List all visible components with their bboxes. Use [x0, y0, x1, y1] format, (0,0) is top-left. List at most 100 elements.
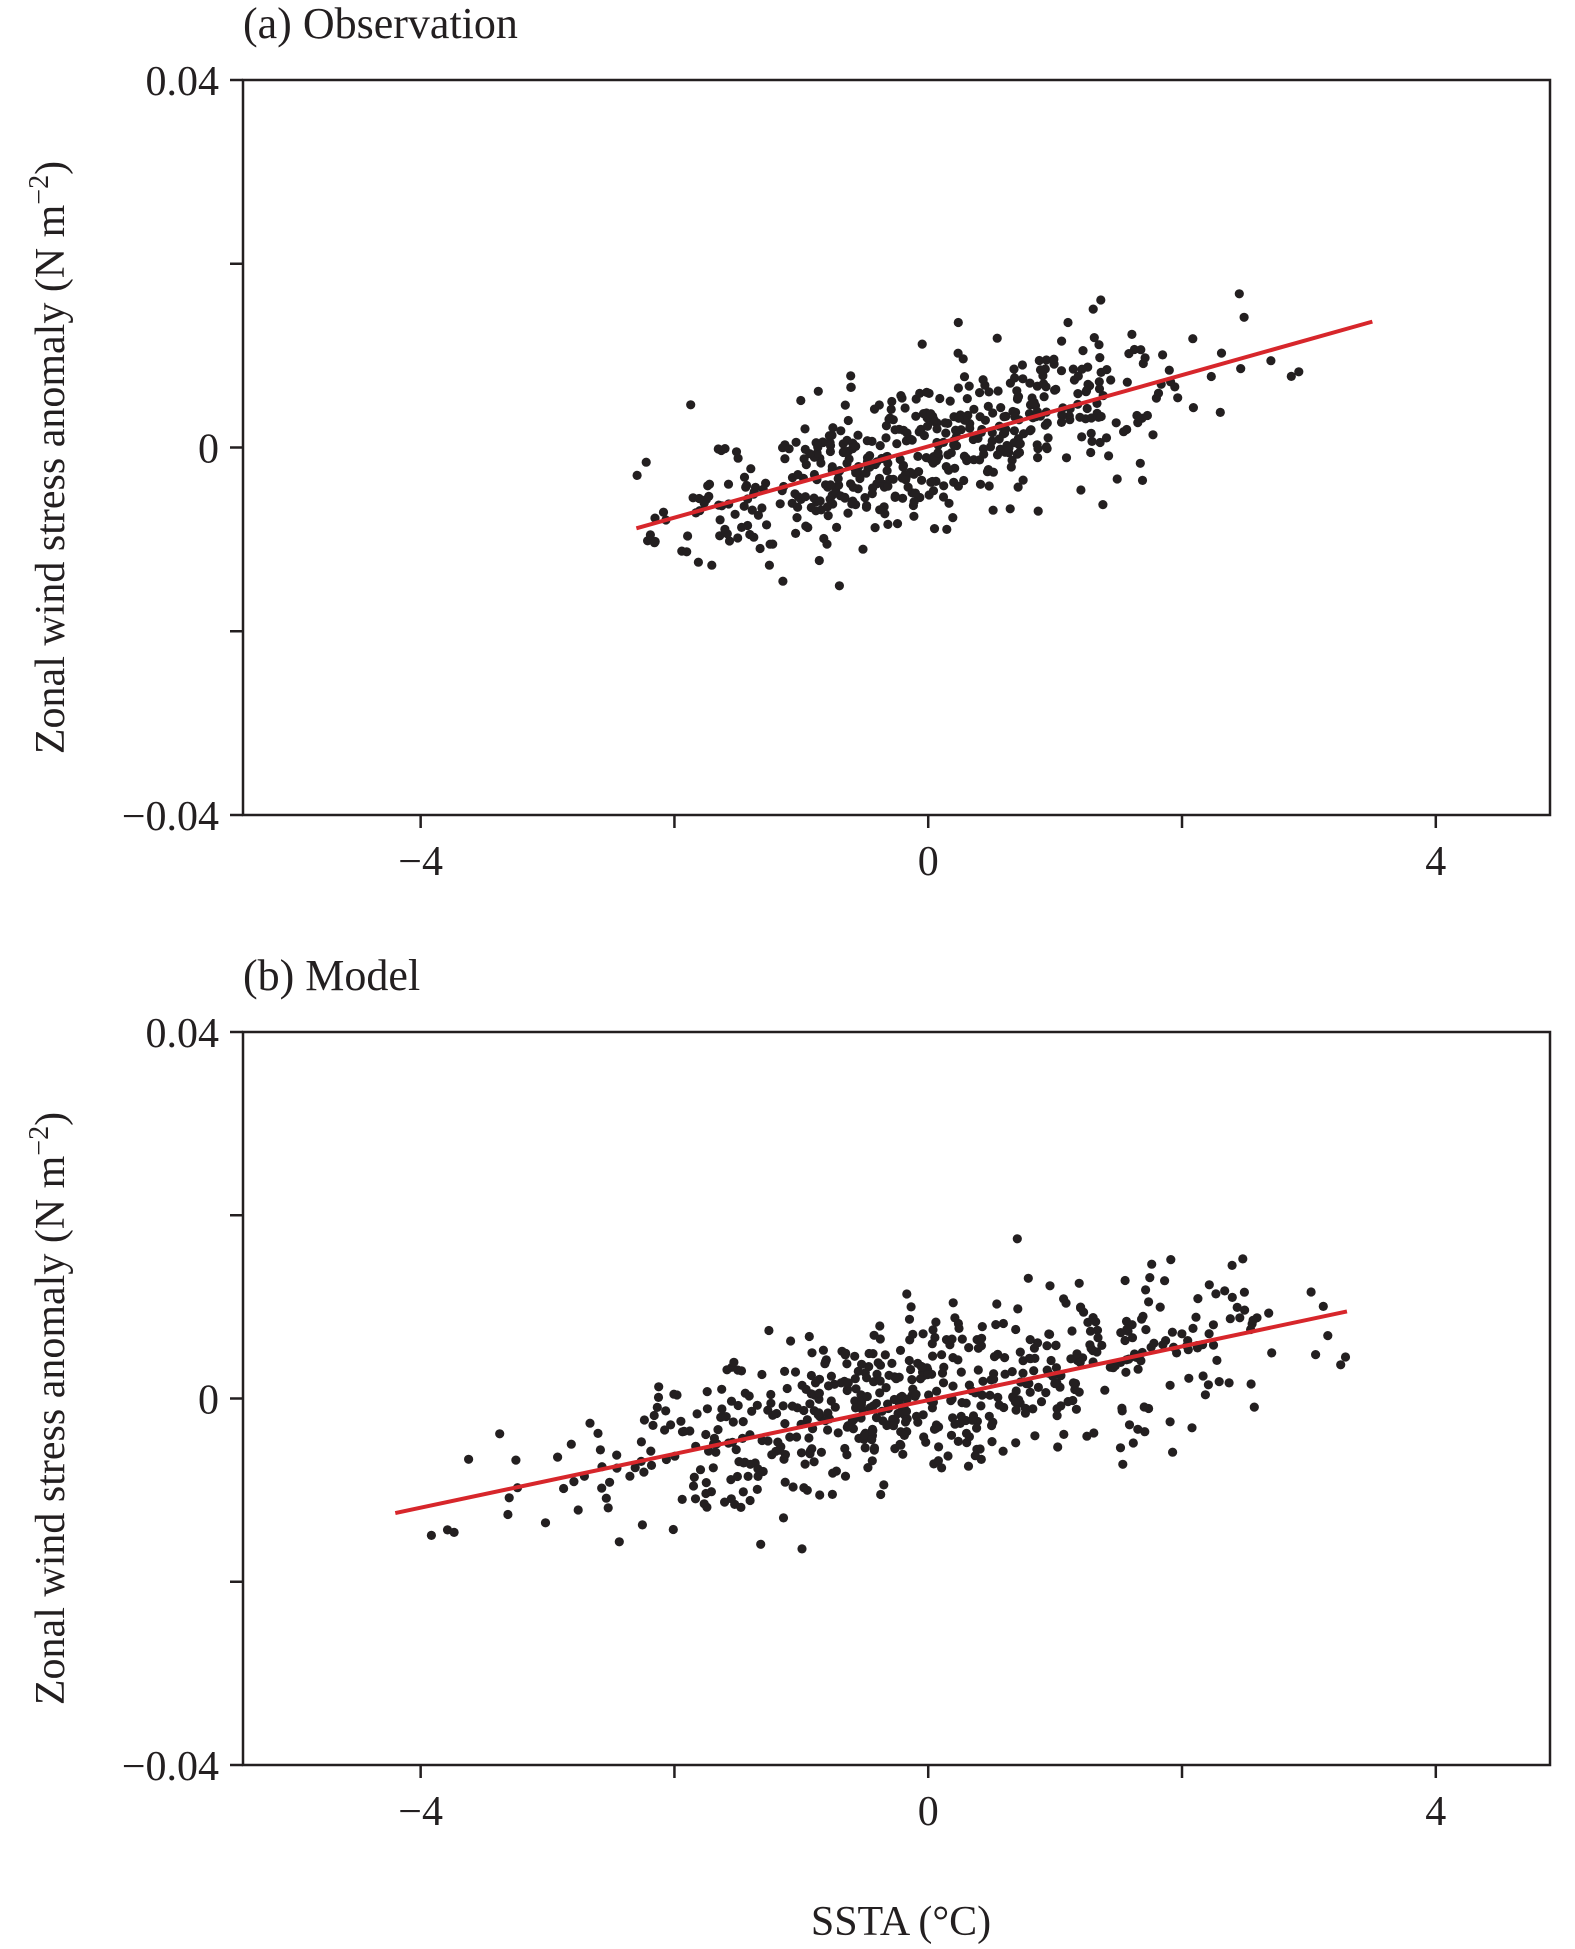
data-point: [813, 386, 823, 396]
data-point: [1204, 1280, 1214, 1290]
data-point: [898, 462, 908, 472]
y-tick-label: 0: [198, 1378, 219, 1424]
data-point: [713, 1425, 723, 1435]
data-point: [923, 1370, 933, 1380]
data-point: [734, 1457, 744, 1467]
data-point: [676, 1416, 686, 1426]
data-point: [896, 1440, 906, 1450]
scatter-points-model: [426, 1234, 1351, 1554]
data-point: [1294, 367, 1304, 377]
data-point: [782, 1383, 792, 1394]
data-point: [1082, 385, 1092, 396]
data-point: [946, 448, 956, 458]
data-point: [573, 1505, 583, 1515]
data-point: [1204, 1329, 1214, 1339]
data-point: [956, 1411, 966, 1421]
data-point: [937, 1350, 947, 1360]
data-point: [1056, 366, 1067, 376]
data-point: [1073, 371, 1083, 381]
data-point: [632, 470, 642, 480]
data-point: [1061, 453, 1072, 463]
data-point: [724, 536, 735, 546]
data-point: [1211, 1289, 1221, 1299]
data-point: [1012, 1234, 1022, 1244]
y-tick-label: −0.04: [122, 1744, 219, 1790]
data-point: [746, 464, 756, 474]
y-tick-label: 0: [198, 427, 219, 473]
data-point: [1067, 1326, 1077, 1336]
data-point: [881, 433, 891, 443]
data-point: [868, 1401, 878, 1411]
data-point: [1007, 455, 1017, 465]
data-point: [1014, 447, 1025, 458]
data-point: [793, 502, 803, 512]
data-point: [1208, 1340, 1219, 1350]
data-point: [943, 1451, 953, 1461]
data-point: [964, 381, 974, 391]
data-point: [1145, 1273, 1155, 1283]
data-point: [883, 481, 893, 491]
data-point: [756, 1539, 766, 1549]
data-point: [922, 387, 932, 397]
data-point: [1072, 1349, 1082, 1359]
data-point: [595, 1445, 606, 1455]
data-point: [842, 1450, 852, 1460]
data-point: [790, 1367, 801, 1377]
data-point: [862, 436, 872, 446]
data-point: [1224, 1378, 1234, 1388]
data-point: [911, 1389, 921, 1399]
data-point: [744, 1391, 754, 1401]
data-point: [853, 1366, 863, 1376]
data-point: [874, 473, 885, 483]
data-point: [846, 371, 856, 381]
data-point: [730, 509, 740, 519]
data-point: [641, 457, 651, 467]
data-point: [1184, 1373, 1194, 1383]
data-point: [917, 339, 927, 349]
data-point: [830, 1402, 840, 1412]
data-point: [942, 524, 952, 535]
data-point: [1144, 1297, 1154, 1307]
data-point: [511, 1455, 521, 1465]
data-point: [843, 1421, 853, 1431]
data-point: [875, 1376, 885, 1386]
data-point: [688, 1481, 699, 1491]
data-point: [868, 1426, 878, 1436]
data-point: [989, 1374, 999, 1384]
data-point: [833, 1428, 843, 1438]
data-point: [898, 493, 908, 503]
data-point: [1010, 1397, 1021, 1407]
data-point: [1267, 1348, 1277, 1358]
data-point: [1215, 407, 1225, 417]
data-point: [883, 519, 893, 530]
data-point: [1068, 364, 1078, 374]
data-point: [843, 508, 853, 518]
data-point: [885, 413, 895, 423]
data-point: [1177, 1329, 1187, 1339]
data-point: [1200, 1390, 1210, 1400]
data-point: [630, 1463, 640, 1473]
x-tick-label: −4: [398, 1789, 443, 1835]
data-point: [867, 1456, 877, 1466]
data-point: [792, 513, 802, 523]
data-point: [1108, 1363, 1118, 1373]
data-point: [731, 1445, 741, 1455]
data-point: [892, 519, 903, 529]
data-point: [859, 1430, 869, 1440]
data-point: [1045, 1281, 1055, 1291]
data-point: [929, 524, 940, 534]
data-point: [1188, 403, 1198, 413]
data-point: [806, 1370, 817, 1381]
x-tick-label: 0: [918, 1789, 939, 1835]
data-point: [1076, 1302, 1086, 1312]
data-point: [1191, 1312, 1201, 1322]
data-point: [988, 1417, 998, 1427]
data-point: [677, 1494, 687, 1504]
data-point: [911, 411, 921, 421]
data-point: [1074, 1278, 1084, 1288]
data-point: [915, 388, 925, 398]
data-point: [1000, 1369, 1010, 1379]
data-point: [658, 507, 669, 517]
data-point: [881, 1383, 891, 1393]
data-point: [645, 530, 656, 540]
